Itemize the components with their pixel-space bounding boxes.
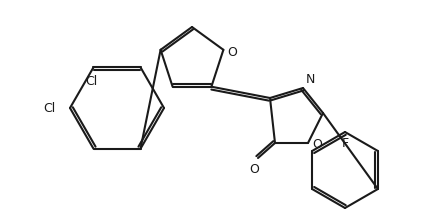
Text: O: O <box>312 138 322 151</box>
Text: N: N <box>306 73 315 86</box>
Text: Cl: Cl <box>44 102 56 114</box>
Text: O: O <box>227 46 237 59</box>
Text: F: F <box>341 137 349 150</box>
Text: O: O <box>249 163 259 176</box>
Text: Cl: Cl <box>85 75 98 88</box>
